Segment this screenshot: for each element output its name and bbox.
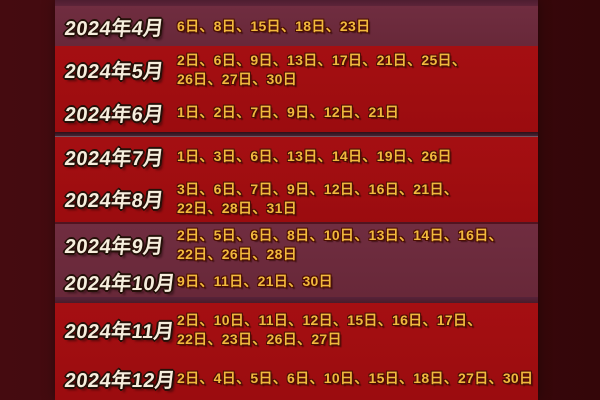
table-row-june: 2024年6月 1日、2日、7日、9日、12日、21日 [55, 98, 538, 127]
calendar-table: 2024年4月 6日、8日、15日、18日、23日 2024年5月 2日、6日、… [55, 0, 538, 400]
month-label: 2024年10月 [63, 272, 177, 295]
section-may-june: 2024年5月 2日、6日、9日、13日、17日、21日、25日、 26日、27… [55, 46, 538, 132]
month-label: 2024年4月 [63, 17, 166, 40]
section-divider [55, 222, 538, 224]
table-row-september: 2024年9月 2日、5日、6日、8日、10日、13日、14日、16日、 22日… [55, 226, 538, 264]
days-list: 6日、8日、15日、18日、23日 [177, 17, 371, 34]
table-row-december: 2024年12月 2日、4日、5日、6日、10日、15日、18日、27日、30日 [55, 364, 538, 393]
days-list: 2日、6日、9日、13日、17日、21日、25日、 26日、27日、30日 [177, 51, 467, 87]
days-list: 2日、5日、6日、8日、10日、13日、14日、16日、 22日、26日、28日 [177, 226, 503, 262]
days-list: 2日、4日、5日、6日、10日、15日、18日、27日、30日 [177, 369, 534, 386]
days-list: 3日、6日、7日、9日、12日、16日、21日、 22日、28日、31日 [177, 180, 459, 216]
table-row-august: 2024年8月 3日、6日、7日、9日、12日、16日、21日、 22日、28日… [55, 180, 538, 218]
section-april: 2024年4月 6日、8日、15日、18日、23日 [55, 6, 538, 46]
table-row-july: 2024年7月 1日、3日、6日、13日、14日、19日、26日 [55, 142, 538, 171]
month-label: 2024年8月 [63, 190, 166, 212]
section-divider [55, 132, 538, 137]
section-november-december: 2024年11月 2日、10日、11日、12日、15日、16日、17日、 22日… [55, 303, 538, 400]
table-row-november: 2024年11月 2日、10日、11日、12日、15日、16日、17日、 22日… [55, 311, 538, 349]
month-label: 2024年6月 [63, 104, 166, 127]
table-row-october: 2024年10月 9日、11日、21日、30日 [55, 267, 538, 296]
days-list: 2日、10日、11日、12日、15日、16日、17日、 22日、23日、26日、… [177, 311, 482, 347]
month-label: 2024年9月 [63, 236, 166, 258]
days-list: 1日、3日、6日、13日、14日、19日、26日 [177, 147, 452, 164]
section-divider [55, 297, 538, 303]
days-list: 1日、2日、7日、9日、12日、21日 [177, 104, 399, 121]
section-july-august: 2024年7月 1日、3日、6日、13日、14日、19日、26日 2024年8月… [55, 137, 538, 222]
month-label: 2024年12月 [63, 369, 177, 392]
days-list: 9日、11日、21日、30日 [177, 272, 333, 289]
section-september-october: 2024年9月 2日、5日、6日、8日、10日、13日、14日、16日、 22日… [55, 224, 538, 297]
month-label: 2024年7月 [63, 147, 166, 170]
table-row-april: 2024年4月 6日、8日、15日、18日、23日 [55, 12, 538, 41]
month-label: 2024年11月 [63, 321, 176, 343]
table-top-edge [55, 0, 538, 6]
table-row-may: 2024年5月 2日、6日、9日、13日、17日、21日、25日、 26日、27… [55, 51, 538, 89]
month-label: 2024年5月 [63, 61, 166, 84]
